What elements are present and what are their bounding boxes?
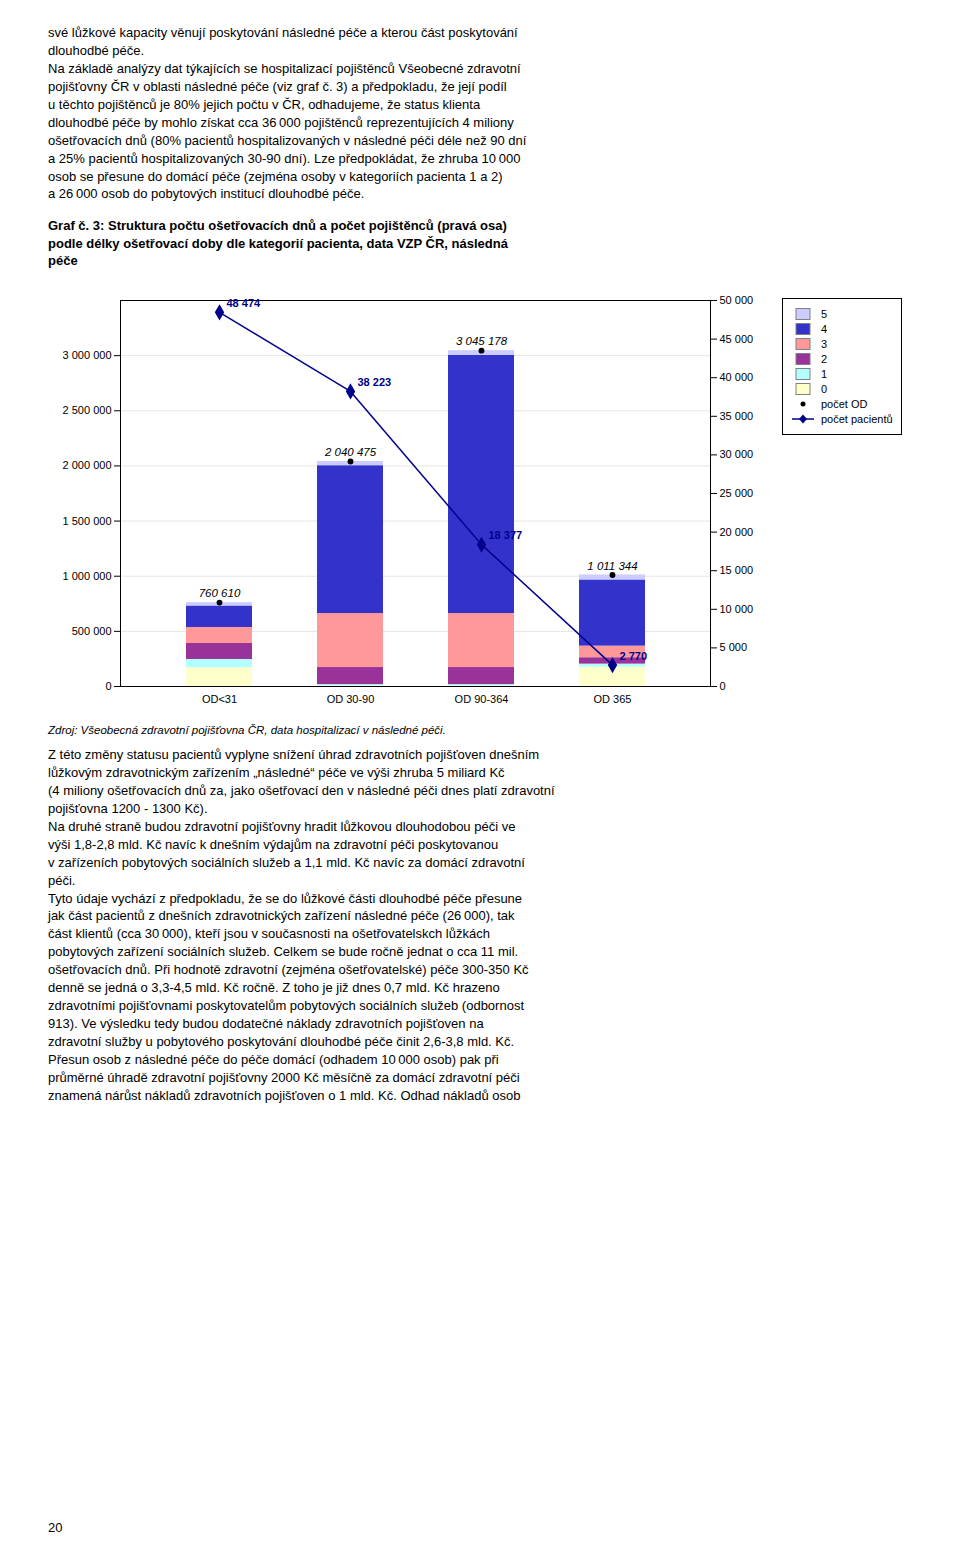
html-text:5: 5	[821, 308, 828, 320]
svg-text:OD<31: OD<31	[202, 693, 237, 705]
svg-text:760 610: 760 610	[199, 587, 241, 599]
html-text:Z této změny statusu pacientů: Z této změny statusu pacientů vyplyne sn…	[48, 747, 555, 1103]
svg-text:OD 30-90: OD 30-90	[327, 693, 375, 705]
html-text:počet pacientů: počet pacientů	[821, 413, 893, 425]
svg-text:38 223: 38 223	[358, 376, 392, 388]
html-text:20: 20	[48, 1520, 63, 1535]
svg-text:48 474: 48 474	[227, 297, 262, 309]
svg-text:18 377: 18 377	[489, 529, 523, 541]
html-text:2: 2	[821, 353, 828, 365]
svg-text:500 000: 500 000	[72, 625, 112, 637]
html-text:Zdroj: Všeobecná zdravotní poj: Zdroj: Všeobecná zdravotní pojišťovna ČR…	[48, 724, 446, 736]
svg-text:3 045 178: 3 045 178	[456, 335, 508, 347]
html-text:4: 4	[821, 323, 828, 335]
svg-text:50 000: 50 000	[720, 294, 754, 306]
svg-text:OD 365: OD 365	[594, 693, 632, 705]
html-text:0: 0	[821, 383, 828, 395]
svg-text:0: 0	[105, 680, 111, 692]
svg-text:5 000: 5 000	[720, 641, 748, 653]
svg-text:30 000: 30 000	[720, 448, 754, 460]
svg-text:2 500 000: 2 500 000	[63, 404, 112, 416]
svg-text:15 000: 15 000	[720, 564, 754, 576]
html-text:Graf č. 3: Struktura počtu oše: Graf č. 3: Struktura počtu ošetřovacích …	[48, 218, 508, 269]
svg-text:10 000: 10 000	[720, 603, 754, 615]
svg-text:35 000: 35 000	[720, 410, 754, 422]
svg-text:1 000 000: 1 000 000	[63, 570, 112, 582]
svg-text:1 500 000: 1 500 000	[63, 515, 112, 527]
svg-text:45 000: 45 000	[720, 333, 754, 345]
svg-text:3 000 000: 3 000 000	[63, 349, 112, 361]
svg-text:OD 90-364: OD 90-364	[455, 693, 509, 705]
svg-text:25 000: 25 000	[720, 487, 754, 499]
svg-text:20 000: 20 000	[720, 526, 754, 538]
html-text:3: 3	[821, 338, 828, 350]
svg-text:1 011 344: 1 011 344	[587, 560, 637, 572]
svg-text:2 000 000: 2 000 000	[63, 459, 112, 471]
svg-text:2 040 475: 2 040 475	[324, 446, 377, 458]
svg-text:2 770: 2 770	[620, 650, 648, 662]
html-text:své lůžkové kapacity věnují po: své lůžkové kapacity věnují poskytování …	[48, 25, 527, 202]
svg-text:0: 0	[720, 680, 726, 692]
html-text:počet OD: počet OD	[821, 398, 868, 410]
svg-text:40 000: 40 000	[720, 371, 754, 383]
html-text:1: 1	[821, 368, 828, 380]
